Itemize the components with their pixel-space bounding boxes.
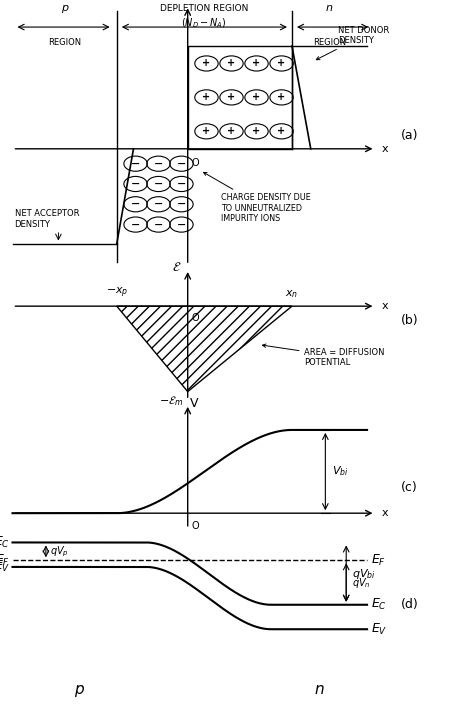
- Text: (c): (c): [401, 481, 417, 493]
- Text: +: +: [202, 58, 210, 68]
- Text: NET ACCEPTOR
DENSITY: NET ACCEPTOR DENSITY: [15, 209, 79, 229]
- Text: −: −: [131, 199, 140, 209]
- Text: −: −: [131, 219, 140, 229]
- Text: x: x: [382, 301, 388, 311]
- Text: $qV_n$: $qV_n$: [353, 575, 371, 590]
- Text: −: −: [177, 179, 186, 189]
- Text: −: −: [154, 199, 163, 209]
- Text: $E_V$: $E_V$: [0, 560, 10, 575]
- Text: O: O: [192, 521, 200, 531]
- Text: $qV_p$: $qV_p$: [50, 544, 69, 558]
- Text: REGION: REGION: [48, 38, 81, 47]
- Text: $E_F$: $E_F$: [371, 553, 386, 567]
- Polygon shape: [117, 306, 292, 392]
- Text: n: n: [314, 682, 324, 697]
- Text: n: n: [326, 3, 333, 13]
- Text: (a): (a): [401, 129, 418, 142]
- Text: $-\mathcal{E}_m$: $-\mathcal{E}_m$: [159, 394, 183, 408]
- Text: p: p: [74, 682, 84, 697]
- Text: −: −: [131, 159, 140, 169]
- Bar: [188, 46, 292, 149]
- Text: +: +: [202, 93, 210, 103]
- Text: −: −: [154, 219, 163, 229]
- Text: +: +: [228, 58, 236, 68]
- Text: V: V: [190, 397, 198, 410]
- Text: −: −: [177, 219, 186, 229]
- Text: −: −: [177, 199, 186, 209]
- Text: x: x: [382, 144, 388, 154]
- Text: +: +: [277, 58, 286, 68]
- Text: +: +: [228, 93, 236, 103]
- Text: x: x: [382, 508, 388, 518]
- Text: p: p: [61, 3, 68, 13]
- Text: (d): (d): [401, 598, 418, 612]
- Text: CHARGE DENSITY DUE
TO UNNEUTRALIZED
IMPURITY IONS: CHARGE DENSITY DUE TO UNNEUTRALIZED IMPU…: [203, 172, 311, 224]
- Text: (b): (b): [401, 314, 418, 327]
- Text: DEPLETION REGION: DEPLETION REGION: [160, 4, 248, 13]
- Text: REGION: REGION: [313, 38, 346, 47]
- Text: +: +: [202, 126, 210, 136]
- Text: $(N_D-N_A)$: $(N_D-N_A)$: [182, 16, 228, 30]
- Text: $x_n$: $x_n$: [285, 288, 299, 300]
- Text: +: +: [277, 93, 286, 103]
- Text: $-x_p$: $-x_p$: [106, 286, 128, 300]
- Text: $E_F$: $E_F$: [0, 553, 10, 567]
- Text: −: −: [154, 179, 163, 189]
- Text: O: O: [192, 158, 200, 168]
- Text: −: −: [154, 159, 163, 169]
- Text: +: +: [277, 126, 286, 136]
- Text: −: −: [131, 179, 140, 189]
- Text: +: +: [253, 93, 261, 103]
- Text: $E_V$: $E_V$: [371, 622, 388, 637]
- Text: $E_C$: $E_C$: [0, 535, 10, 550]
- Text: AREA = DIFFUSION
POTENTIAL: AREA = DIFFUSION POTENTIAL: [263, 344, 385, 367]
- Text: −: −: [177, 159, 186, 169]
- Text: O: O: [192, 313, 200, 323]
- Text: +: +: [253, 58, 261, 68]
- Text: $\mathcal{E}$: $\mathcal{E}$: [172, 261, 182, 274]
- Text: $qV_{bi}$: $qV_{bi}$: [353, 567, 376, 580]
- Text: $E_C$: $E_C$: [371, 597, 387, 612]
- Text: +: +: [228, 126, 236, 136]
- Text: NET DONOR
DENSITY: NET DONOR DENSITY: [316, 26, 389, 60]
- Text: $V_{bi}$: $V_{bi}$: [332, 465, 348, 478]
- Text: +: +: [253, 126, 261, 136]
